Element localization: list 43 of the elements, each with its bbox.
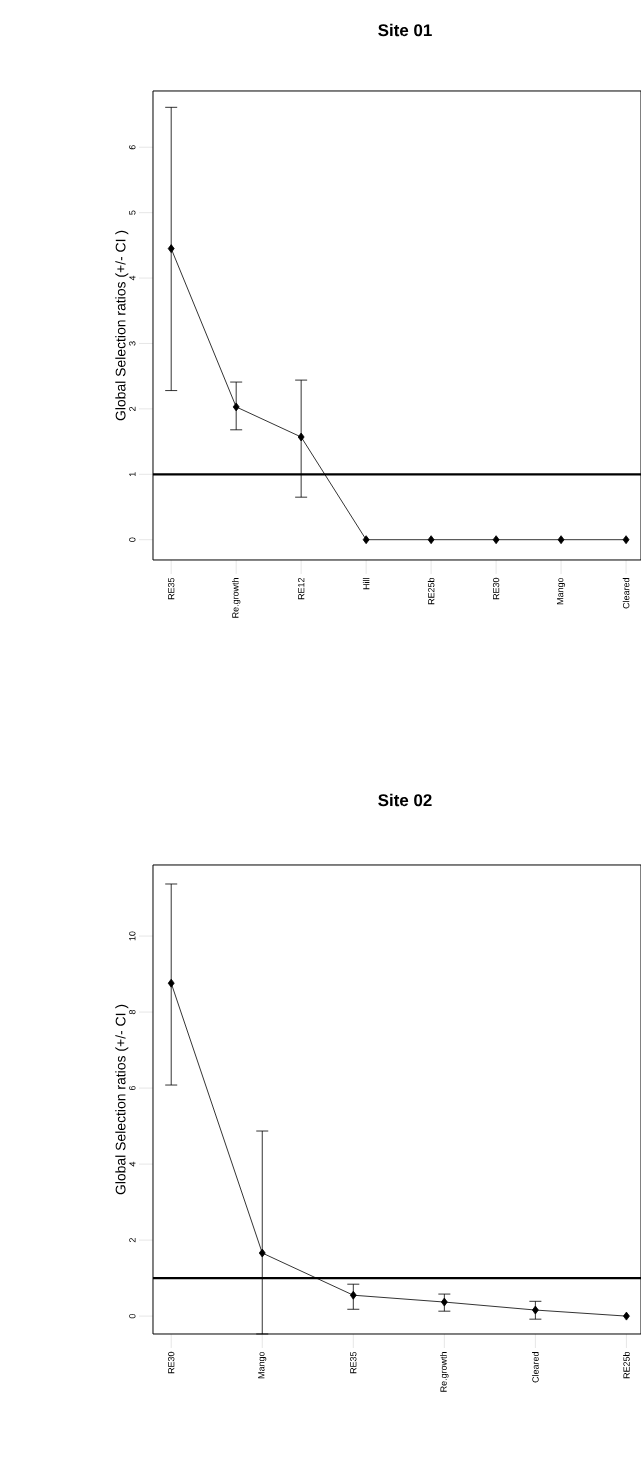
x-tick-label: Re.growth bbox=[231, 578, 241, 618]
y-tick-label: 1 bbox=[129, 472, 136, 477]
chart-title: Site 02 bbox=[378, 793, 432, 807]
point bbox=[167, 978, 175, 988]
y-tick-label: 10 bbox=[129, 931, 136, 941]
point bbox=[531, 1305, 539, 1315]
y-axis-title: Global Selection ratios (+/- CI ) bbox=[115, 230, 129, 421]
y-tick-label: 2 bbox=[129, 406, 136, 411]
x-tick-label: RE35 bbox=[350, 1351, 357, 1374]
point bbox=[349, 1290, 357, 1300]
x-tick-label: RE25b bbox=[623, 1351, 630, 1379]
x-tick-label: RE25b bbox=[427, 577, 435, 605]
point bbox=[232, 402, 240, 412]
point bbox=[167, 244, 175, 254]
point bbox=[297, 432, 305, 442]
y-tick-label: 0 bbox=[129, 537, 136, 542]
y-tick-label: 8 bbox=[129, 1009, 136, 1015]
x-tick-label: Hill bbox=[362, 578, 370, 590]
y-axis-title: Global Selection ratios (+/- CI ) bbox=[115, 1004, 129, 1195]
point bbox=[557, 535, 565, 545]
x-tick-label: Mango bbox=[557, 577, 566, 605]
chart-title: Site 01 bbox=[378, 23, 432, 37]
x-tick-label: RE35 bbox=[168, 577, 175, 600]
y-tick-label: 4 bbox=[129, 275, 136, 281]
x-tick-label: Cleared bbox=[532, 1352, 539, 1383]
x-tick-label: Cleared bbox=[622, 578, 630, 609]
y-tick-label: 2 bbox=[129, 1238, 136, 1243]
y-tick-label: 6 bbox=[129, 145, 136, 150]
point bbox=[258, 1248, 266, 1258]
x-tick-label: RE30 bbox=[492, 577, 500, 600]
point bbox=[492, 535, 500, 545]
point bbox=[440, 1297, 448, 1307]
point bbox=[427, 535, 435, 545]
x-tick-label: RE12 bbox=[298, 577, 305, 600]
y-tick-label: 5 bbox=[129, 210, 136, 215]
y-tick-label: 6 bbox=[129, 1085, 136, 1091]
y-tick-label: 3 bbox=[129, 341, 136, 346]
x-tick-label: Re.growth bbox=[440, 1352, 449, 1392]
point bbox=[362, 535, 370, 545]
y-tick-label: 0 bbox=[129, 1313, 136, 1319]
x-tick-label: RE30 bbox=[168, 1351, 175, 1374]
y-tick-label: 4 bbox=[129, 1161, 136, 1167]
x-tick-label: Mango bbox=[258, 1351, 267, 1379]
